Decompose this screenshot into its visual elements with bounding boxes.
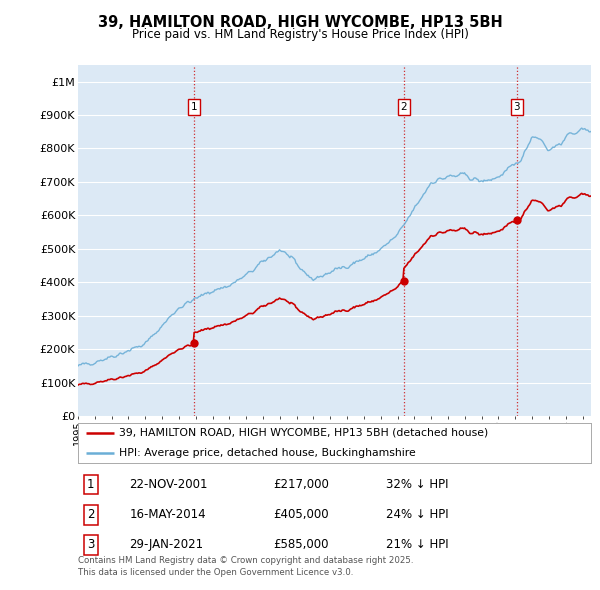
- Text: £585,000: £585,000: [273, 539, 328, 552]
- Text: 21% ↓ HPI: 21% ↓ HPI: [386, 539, 448, 552]
- Text: £405,000: £405,000: [273, 508, 329, 522]
- Text: 32% ↓ HPI: 32% ↓ HPI: [386, 478, 448, 491]
- Text: 39, HAMILTON ROAD, HIGH WYCOMBE, HP13 5BH (detached house): 39, HAMILTON ROAD, HIGH WYCOMBE, HP13 5B…: [119, 428, 488, 438]
- Text: 3: 3: [87, 539, 95, 552]
- Text: Price paid vs. HM Land Registry's House Price Index (HPI): Price paid vs. HM Land Registry's House …: [131, 28, 469, 41]
- Text: 2: 2: [87, 508, 95, 522]
- Text: 22-NOV-2001: 22-NOV-2001: [130, 478, 208, 491]
- Text: Contains HM Land Registry data © Crown copyright and database right 2025.
This d: Contains HM Land Registry data © Crown c…: [78, 556, 413, 577]
- Text: 29-JAN-2021: 29-JAN-2021: [130, 539, 203, 552]
- Text: 24% ↓ HPI: 24% ↓ HPI: [386, 508, 448, 522]
- Text: 39, HAMILTON ROAD, HIGH WYCOMBE, HP13 5BH: 39, HAMILTON ROAD, HIGH WYCOMBE, HP13 5B…: [98, 15, 502, 30]
- Text: 1: 1: [87, 478, 95, 491]
- Text: £217,000: £217,000: [273, 478, 329, 491]
- Text: 16-MAY-2014: 16-MAY-2014: [130, 508, 206, 522]
- Text: HPI: Average price, detached house, Buckinghamshire: HPI: Average price, detached house, Buck…: [119, 448, 416, 458]
- Text: 1: 1: [191, 102, 197, 112]
- Text: 2: 2: [400, 102, 407, 112]
- Text: 3: 3: [514, 102, 520, 112]
